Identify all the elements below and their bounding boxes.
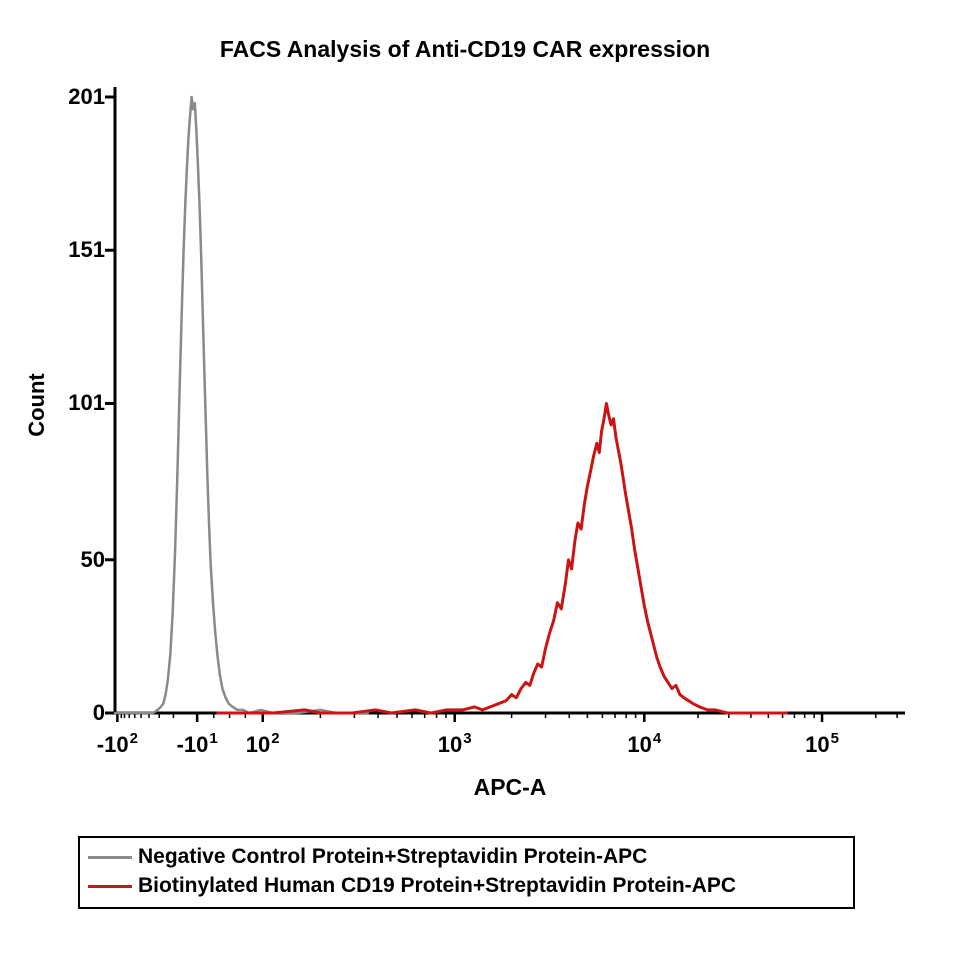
legend: Negative Control Protein+Streptavidin Pr… <box>78 836 855 909</box>
y-tick-label: 151 <box>68 237 105 263</box>
x-tick-base: -10 <box>96 732 129 757</box>
legend-line-swatch <box>88 884 132 888</box>
y-tick-label: 101 <box>68 390 105 416</box>
chart-title: FACS Analysis of Anti-CD19 CAR expressio… <box>219 36 711 62</box>
legend-label: Negative Control Protein+Streptavidin Pr… <box>138 845 648 868</box>
legend-item: Biotinylated Human CD19 Protein+Streptav… <box>88 874 843 898</box>
y-tick-label: 50 <box>80 546 105 572</box>
x-tick-label: 104 <box>599 730 689 758</box>
x-tick-base: -10 <box>176 732 209 757</box>
histogram-curve-1 <box>216 402 788 715</box>
x-tick-exponent: 2 <box>129 730 138 747</box>
x-tick-label: 103 <box>410 730 500 758</box>
x-tick-exponent: 3 <box>463 730 472 747</box>
x-tick-base: 10 <box>805 732 830 757</box>
x-tick-base: 10 <box>245 732 271 757</box>
x-tick-label: -101 <box>152 730 242 758</box>
x-tick-label: 102 <box>218 730 308 758</box>
legend-line-swatch <box>88 855 132 859</box>
y-tick-label: 201 <box>68 84 105 109</box>
legend-label: Biotinylated Human CD19 Protein+Streptav… <box>138 874 737 897</box>
y-tick-label: 0 <box>92 700 105 725</box>
x-tick-label: 105 <box>777 730 867 758</box>
x-tick-label: -102 <box>72 730 162 758</box>
x-tick-exponent: 5 <box>830 730 839 747</box>
x-tick-exponent: 4 <box>652 730 662 747</box>
x-tick-base: 10 <box>437 732 463 757</box>
x-tick-base: 10 <box>627 732 652 757</box>
x-axis-label: APC-A <box>473 774 547 800</box>
x-tick-exponent: 2 <box>271 730 280 747</box>
histogram-curve-0 <box>113 95 370 715</box>
plot-area <box>105 87 905 722</box>
x-tick-exponent: 1 <box>209 730 218 747</box>
legend-item: Negative Control Protein+Streptavidin Pr… <box>88 845 843 869</box>
